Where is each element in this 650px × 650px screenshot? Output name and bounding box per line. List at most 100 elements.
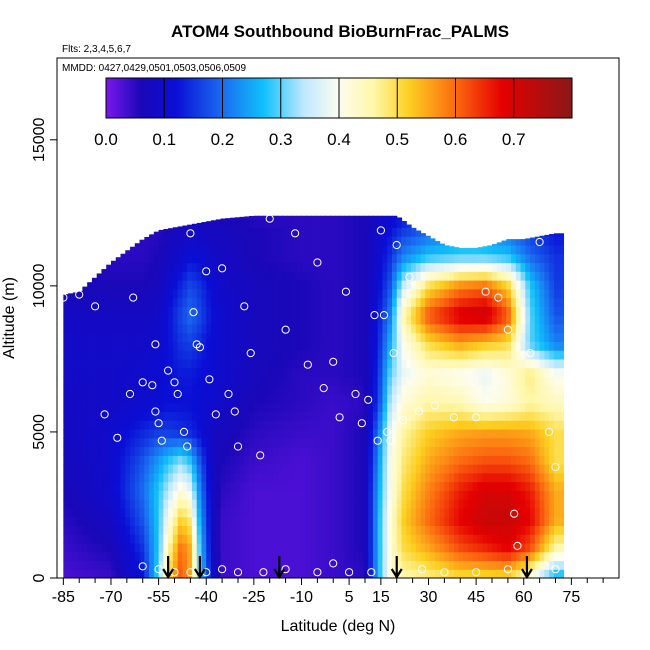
heatmap-cell <box>168 472 174 483</box>
heatmap-cell <box>558 411 565 421</box>
heatmap-cell <box>534 446 541 456</box>
heatmap-cell <box>206 367 212 378</box>
heatmap-cell <box>306 402 312 413</box>
heatmap-cell <box>363 332 369 342</box>
heatmap-cell <box>449 306 455 316</box>
heatmap-cell <box>225 253 231 264</box>
heatmap-cell <box>482 446 488 456</box>
heatmap-cell <box>201 358 207 369</box>
heatmap-cell <box>282 350 288 360</box>
heatmap-cell <box>158 332 164 342</box>
heatmap-cell <box>87 481 93 491</box>
heatmap-cell <box>130 297 136 307</box>
heatmap-cell <box>406 472 412 483</box>
heatmap-cell <box>363 367 369 378</box>
heatmap-cell <box>539 420 545 430</box>
heatmap-cell <box>411 560 417 570</box>
heatmap-cell <box>187 244 193 255</box>
heatmap-cell <box>344 218 350 229</box>
heatmap-cell <box>149 569 155 578</box>
heatmap-cell <box>420 516 426 527</box>
heatmap-cell <box>549 271 555 281</box>
colorbar-tick-label: 0.2 <box>211 130 235 149</box>
heatmap-cell <box>358 385 364 395</box>
heatmap-cell <box>320 490 326 500</box>
heatmap-cell <box>406 306 412 316</box>
heatmap-cell <box>520 542 526 553</box>
heatmap-cell <box>82 332 88 342</box>
heatmap-cell <box>468 455 474 465</box>
heatmap-cell <box>544 315 550 325</box>
heatmap-cell <box>158 367 164 378</box>
heatmap-cell <box>449 385 455 395</box>
heatmap-cell <box>158 236 164 246</box>
heatmap-cell <box>306 350 312 360</box>
heatmap-cell <box>130 393 136 404</box>
heatmap-cell <box>372 455 379 465</box>
heatmap-cell <box>449 376 455 386</box>
heatmap-cell <box>272 472 279 483</box>
heatmap-cell <box>344 507 350 518</box>
heatmap-cell <box>339 215 345 220</box>
heatmap-cell <box>163 229 169 237</box>
heatmap-cell <box>201 244 207 255</box>
heatmap-cell <box>482 297 488 307</box>
heatmap-cell <box>258 411 264 421</box>
heatmap-cell <box>72 367 79 378</box>
heatmap-cell <box>291 534 298 544</box>
sample-point <box>414 407 424 416</box>
heatmap-cell <box>353 227 360 237</box>
heatmap-cell <box>272 315 279 325</box>
heatmap-cell <box>358 236 364 246</box>
heatmap-cell <box>272 534 279 544</box>
heatmap-cell <box>415 358 422 369</box>
heatmap-cell <box>172 411 179 421</box>
heatmap-cell <box>120 516 126 527</box>
heatmap-cell <box>358 525 364 535</box>
heatmap-cell <box>220 323 226 334</box>
heatmap-cell <box>487 262 493 272</box>
heatmap-cell <box>225 534 231 544</box>
heatmap-cell <box>296 393 303 404</box>
heatmap-cell <box>244 551 250 562</box>
heatmap-cell <box>206 393 212 404</box>
heatmap-cell <box>382 534 388 544</box>
heatmap-cell <box>506 332 512 342</box>
heatmap-cell <box>553 446 560 456</box>
sample-point <box>513 541 522 551</box>
heatmap-cell <box>439 464 445 474</box>
heatmap-cell <box>372 534 379 544</box>
heatmap-cell <box>411 464 417 474</box>
heatmap-cell <box>496 280 503 290</box>
heatmap-cell <box>249 244 255 255</box>
heatmap-cell <box>434 472 441 483</box>
heatmap-cell <box>134 243 141 246</box>
heatmap-cell <box>468 341 474 351</box>
heatmap-cell <box>239 236 245 246</box>
heatmap-cell <box>491 481 498 491</box>
heatmap-cell <box>487 437 493 448</box>
heatmap-cell <box>230 341 236 351</box>
heatmap-cell <box>272 525 279 535</box>
heatmap-cell <box>406 376 412 386</box>
heatmap-cell <box>182 569 188 578</box>
heatmap-cell <box>525 367 531 378</box>
heatmap-cell <box>525 516 531 527</box>
heatmap-cell <box>387 315 393 325</box>
heatmap-cell <box>496 472 503 483</box>
heatmap-cell <box>472 560 479 570</box>
heatmap-cell <box>425 464 431 474</box>
heatmap-cell <box>182 271 188 281</box>
heatmap-cell <box>291 306 298 316</box>
heatmap-cell <box>225 455 231 465</box>
heatmap-cell <box>320 446 326 456</box>
heatmap-cell <box>349 385 355 395</box>
heatmap-cell <box>482 437 488 448</box>
heatmap-cell <box>263 429 269 439</box>
heatmap-cell <box>458 402 465 413</box>
heatmap-cell <box>182 332 188 342</box>
heatmap-cell <box>411 341 417 351</box>
heatmap-cell <box>425 472 431 483</box>
heatmap-cell <box>196 244 203 255</box>
heatmap-cell <box>244 455 250 465</box>
